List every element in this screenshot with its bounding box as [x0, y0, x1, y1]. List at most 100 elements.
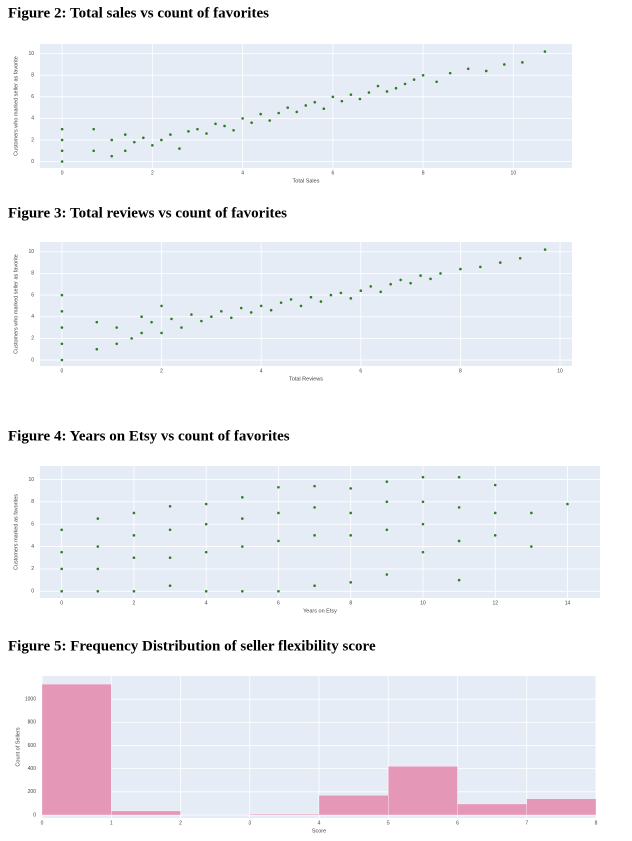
- point: [60, 528, 63, 532]
- point: [277, 511, 280, 515]
- y-tick-label: 800: [28, 720, 37, 726]
- point: [168, 584, 172, 587]
- point: [421, 73, 425, 77]
- point: [110, 154, 114, 158]
- bar: [318, 795, 389, 816]
- point: [279, 301, 283, 304]
- bar: [526, 798, 597, 816]
- y-tick-label: 2: [31, 336, 34, 342]
- x-tick-label: 6: [359, 368, 362, 374]
- x-tick-label: 14: [565, 600, 571, 606]
- figure-title: Figure 3: Total reviews vs count of favo…: [8, 205, 287, 221]
- point: [518, 256, 522, 260]
- figure-title: Figure 5: Frequency Distribution of sell…: [8, 638, 376, 654]
- point: [132, 556, 136, 560]
- point: [419, 274, 422, 277]
- point: [239, 306, 243, 310]
- point: [259, 304, 263, 308]
- point: [168, 556, 172, 560]
- x-tick-label: 0: [60, 600, 63, 606]
- x-axis-title: Score: [312, 828, 326, 834]
- point: [389, 282, 392, 286]
- point: [220, 310, 223, 313]
- point: [95, 320, 99, 324]
- x-tick-label: 8: [422, 170, 425, 176]
- point: [493, 534, 497, 537]
- point: [313, 534, 316, 537]
- figure-title: Figure 2: Total sales vs count of favori…: [8, 5, 269, 21]
- point: [399, 278, 402, 282]
- x-tick-label: 6: [456, 820, 459, 826]
- point: [205, 132, 208, 135]
- x-tick-label: 1: [110, 820, 113, 826]
- point: [329, 293, 333, 297]
- point: [385, 480, 389, 483]
- point: [241, 117, 244, 120]
- y-axis-title: Customers marked as favorites: [13, 494, 19, 570]
- point: [92, 149, 95, 153]
- point: [403, 82, 407, 86]
- point: [459, 267, 462, 271]
- point: [160, 138, 163, 142]
- point: [178, 147, 181, 150]
- point: [493, 483, 497, 487]
- point: [277, 539, 280, 543]
- point: [457, 475, 461, 479]
- point: [60, 138, 64, 142]
- x-tick-label: 4: [260, 368, 263, 374]
- x-tick-label: 4: [205, 600, 208, 606]
- y-tick-label: 2: [31, 566, 34, 572]
- bar: [41, 683, 112, 816]
- y-tick-label: 4: [31, 314, 34, 320]
- point: [409, 281, 412, 285]
- point: [358, 97, 362, 101]
- y-tick-label: 600: [28, 743, 37, 749]
- point: [313, 484, 316, 488]
- point: [457, 539, 461, 543]
- x-tick-label: 12: [492, 600, 498, 606]
- point: [493, 511, 497, 515]
- point: [277, 485, 280, 489]
- point: [421, 522, 425, 526]
- y-tick-label: 8: [31, 73, 34, 79]
- point: [60, 310, 64, 313]
- point: [313, 506, 316, 509]
- x-tick-label: 6: [331, 170, 334, 176]
- bar: [457, 803, 527, 816]
- x-tick-label: 3: [248, 820, 251, 826]
- point: [313, 100, 317, 104]
- y-tick-label: 0: [31, 589, 34, 595]
- point: [259, 112, 262, 116]
- point: [60, 358, 64, 362]
- point: [187, 130, 190, 133]
- point: [204, 550, 208, 554]
- bar: [388, 766, 458, 816]
- y-tick-label: 10: [28, 51, 34, 57]
- point: [190, 313, 193, 316]
- point: [295, 110, 299, 114]
- x-tick-label: 0: [61, 170, 64, 176]
- point: [349, 581, 353, 584]
- point: [376, 84, 380, 88]
- point: [95, 347, 99, 351]
- point: [319, 300, 323, 303]
- point: [349, 93, 353, 96]
- point: [60, 589, 63, 593]
- point: [132, 534, 136, 537]
- point: [160, 304, 163, 308]
- x-tick-label: 10: [420, 600, 426, 606]
- x-axis-title: Total Sales: [293, 178, 320, 184]
- point: [169, 133, 172, 136]
- point: [132, 511, 136, 515]
- point: [204, 589, 208, 593]
- point: [132, 589, 136, 593]
- point: [96, 517, 100, 520]
- point: [349, 534, 353, 537]
- point: [180, 326, 183, 329]
- y-tick-label: 400: [28, 766, 37, 772]
- point: [466, 67, 470, 71]
- point: [566, 502, 569, 506]
- point: [269, 308, 273, 312]
- point: [223, 124, 226, 128]
